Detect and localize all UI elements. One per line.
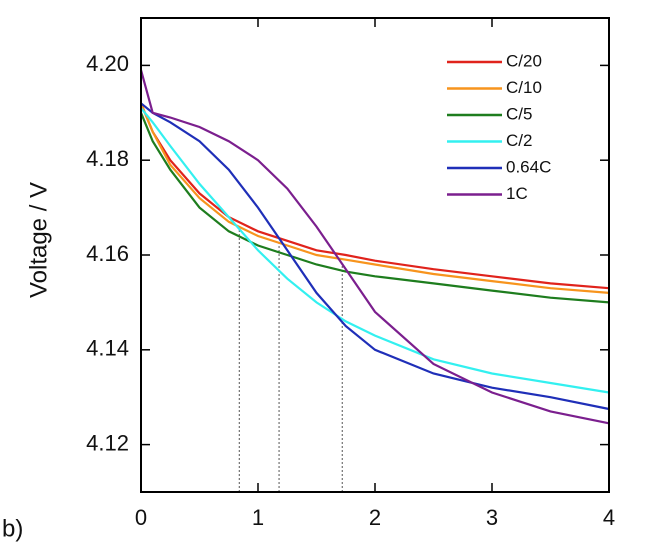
x-tick-label: 1 [252, 505, 264, 530]
series-line [139, 102, 610, 290]
y-axis-label: Voltage / V [25, 182, 52, 298]
series-line [139, 69, 610, 425]
legend-label: 1C [506, 184, 528, 203]
x-tick-label: 2 [369, 505, 381, 530]
series-line [139, 112, 610, 304]
y-tick-label: 4.16 [86, 241, 129, 266]
x-tick-label: 0 [135, 505, 147, 530]
series-line [140, 102, 610, 411]
legend-label: C/2 [506, 131, 532, 150]
legend-label: C/10 [506, 78, 542, 97]
panel-label: b) [2, 515, 23, 542]
legend-label: C/20 [506, 51, 542, 70]
series-line [139, 102, 610, 294]
y-tick-label: 4.14 [86, 336, 129, 361]
y-tick-label: 4.20 [86, 51, 129, 76]
legend-label: 0.64C [506, 157, 551, 176]
x-tick-label: 3 [486, 505, 498, 530]
series-line [140, 107, 610, 394]
y-tick-label: 4.18 [86, 146, 129, 171]
y-tick-label: 4.12 [86, 430, 129, 455]
x-tick-label: 4 [603, 505, 615, 530]
legend-label: C/5 [506, 104, 532, 123]
